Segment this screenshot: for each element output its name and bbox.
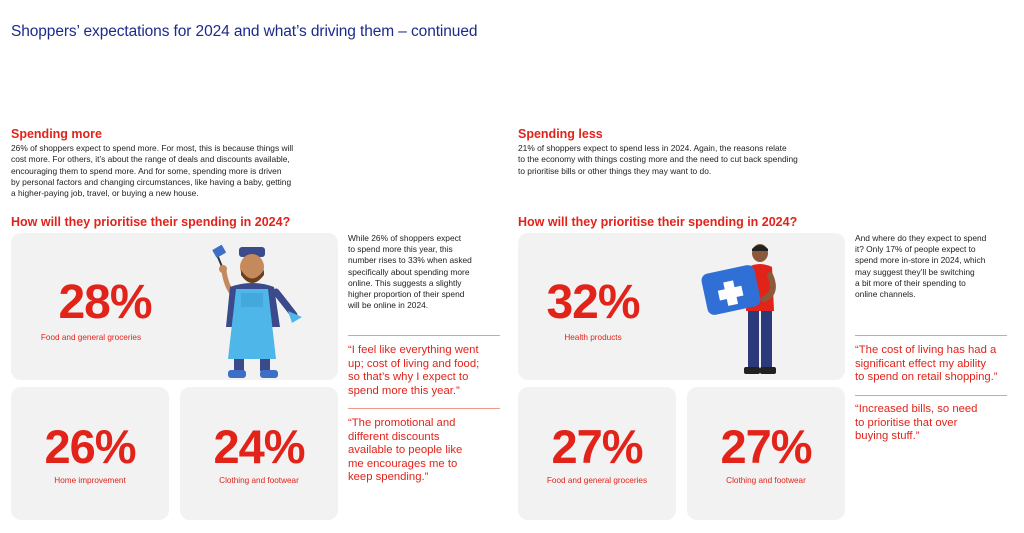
body-line: a higher-paying job, travel, or buying a… xyxy=(11,188,199,199)
note-line: While 26% of shoppers expect xyxy=(348,233,462,243)
quote-line: up; cost of living and food; xyxy=(348,357,480,370)
stat-label: Home improvement xyxy=(54,476,126,485)
page-title: Shoppers’ expectations for 2024 and what… xyxy=(11,23,478,40)
quote-line: so that’s why I expect to xyxy=(348,371,469,384)
stat-card-health-products: 32% Health products xyxy=(518,233,845,380)
right-question-heading: How will they prioritise their spending … xyxy=(518,215,798,229)
quote-line: me encourages me to xyxy=(348,457,458,470)
stat-value: 28% xyxy=(58,276,152,329)
note-line: will be online in 2024. xyxy=(348,300,429,311)
stat-value: 32% xyxy=(546,276,640,329)
divider xyxy=(348,408,500,409)
quote-line: different discounts xyxy=(348,430,440,443)
stat-label: Food and general groceries xyxy=(546,476,648,485)
quote-line: spend more this year.” xyxy=(348,384,460,397)
right-side-note: And where do they expect to spend it? On… xyxy=(855,233,1015,300)
quote-line: “The promotional and xyxy=(348,417,456,429)
quote-line: available to people like xyxy=(348,444,463,457)
note-line: And where do they expect to spend xyxy=(855,233,987,243)
stat-card-clothing-footwear: 24% Clothing and footwear xyxy=(180,387,338,520)
chef-shopper-icon xyxy=(212,245,302,378)
note-line: number rises to 33% when asked xyxy=(348,255,472,266)
stat-card-food-groceries: 27% Food and general groceries xyxy=(518,387,676,520)
left-quote-2: “The promotional and different discounts… xyxy=(348,417,508,485)
divider xyxy=(855,335,1007,336)
stat-label: Food and general groceries xyxy=(40,333,142,342)
stat-label: Clothing and footwear xyxy=(726,476,806,485)
body-line: by personal factors and changing circums… xyxy=(11,176,292,187)
left-quote-1: “I feel like everything went up; cost of… xyxy=(348,344,508,398)
left-side-note: While 26% of shoppers expect to spend mo… xyxy=(348,233,498,311)
quote-line: to spend on retail shopping.” xyxy=(855,371,998,384)
medical-kit-icon xyxy=(701,244,776,374)
body-line: to the economy with things costing more … xyxy=(518,154,798,165)
stat-value: 26% xyxy=(44,420,136,473)
right-quote-1: “The cost of living has had a significan… xyxy=(855,344,1020,385)
spending-less-body: 21% of shoppers expect to spend less in … xyxy=(518,143,848,177)
body-line: cost more. For others, it’s about the ra… xyxy=(11,154,290,165)
divider xyxy=(855,395,1007,396)
spending-more-body: 26% of shoppers expect to spend more. Fo… xyxy=(11,143,341,199)
stat-value: 24% xyxy=(213,420,305,473)
note-line: online. This suggests a slightly xyxy=(348,277,462,288)
quote-line: keep spending.” xyxy=(348,471,429,484)
body-line: to prioritise bills or other things they… xyxy=(518,165,712,176)
note-line: higher proportion of their spend xyxy=(348,289,465,300)
body-line: encouraging them to spend more. And for … xyxy=(11,165,282,176)
note-line: it? Only 17% of people expect to xyxy=(855,244,976,255)
quote-line: to prioritise that over xyxy=(855,416,958,429)
note-line: a bit more of their spending to xyxy=(855,277,966,288)
stat-card-home-improvement: 26% Home improvement xyxy=(11,387,169,520)
right-quote-2: “Increased bills, so need to prioritise … xyxy=(855,403,1020,444)
stat-card-food-groceries: 28% Food and general groceries xyxy=(11,233,338,380)
stat-value: 27% xyxy=(551,420,643,473)
body-line: 26% of shoppers expect to spend more. Fo… xyxy=(11,143,294,153)
note-line: online channels. xyxy=(855,289,916,300)
spending-less-heading: Spending less xyxy=(518,127,603,141)
quote-line: “The cost of living has had a xyxy=(855,344,997,356)
quote-line: “Increased bills, so need xyxy=(855,403,978,415)
body-line: 21% of shoppers expect to spend less in … xyxy=(518,143,787,153)
stat-card-clothing-footwear: 27% Clothing and footwear xyxy=(687,387,845,520)
stat-value: 27% xyxy=(720,420,812,473)
divider xyxy=(348,335,500,336)
quote-line: “I feel like everything went xyxy=(348,344,479,356)
note-line: spend more in-store in 2024, which xyxy=(855,255,986,266)
quote-line: significant effect my ability xyxy=(855,357,987,370)
quote-line: buying stuff.” xyxy=(855,430,920,443)
stat-label: Health products xyxy=(564,333,622,342)
note-line: specifically about spending more xyxy=(348,266,470,277)
stat-label: Clothing and footwear xyxy=(219,476,299,485)
note-line: to spend more this year, this xyxy=(348,244,453,255)
note-line: may suggest they’ll be switching xyxy=(855,266,975,277)
spending-more-heading: Spending more xyxy=(11,127,102,141)
left-question-heading: How will they prioritise their spending … xyxy=(11,215,291,229)
